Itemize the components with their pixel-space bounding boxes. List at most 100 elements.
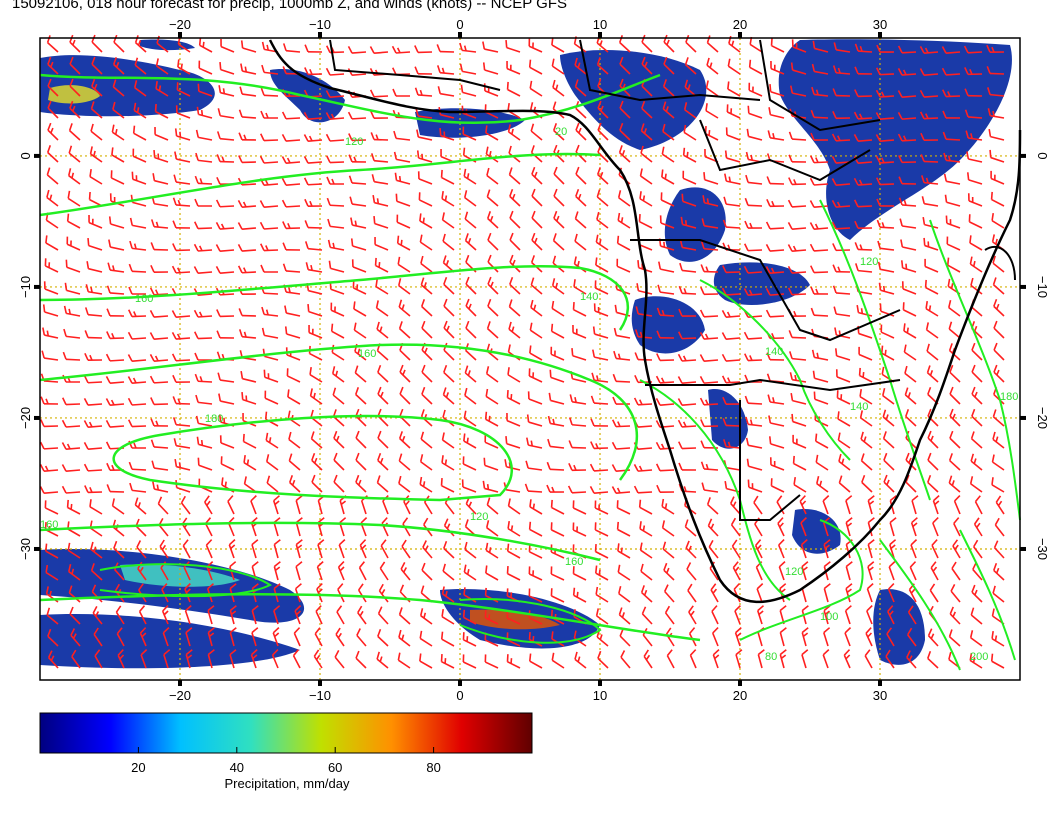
wind-barb	[91, 78, 103, 97]
wind-barb	[421, 386, 433, 405]
wind-barb	[971, 408, 983, 427]
wind-barb	[837, 432, 851, 449]
wind-barb	[845, 583, 853, 603]
wind-barb	[790, 62, 807, 75]
wind-barb	[904, 387, 917, 405]
wind-barb	[567, 485, 587, 494]
wind-barb	[551, 58, 565, 75]
precip-area-north-central	[560, 50, 707, 150]
wind-barb	[443, 298, 455, 317]
wind-barb	[43, 281, 59, 295]
wind-barb	[949, 606, 961, 625]
wind-barb	[284, 305, 301, 317]
wind-barb	[926, 343, 939, 361]
wind-barb	[811, 349, 829, 361]
wind-barb	[681, 193, 697, 207]
wind-barb	[883, 474, 895, 493]
wind-barb	[993, 342, 1005, 361]
wind-barb	[529, 499, 543, 515]
wind-barb	[789, 351, 807, 361]
wind-barb	[953, 495, 961, 515]
wind-barb	[611, 441, 631, 450]
wind-barb	[904, 365, 917, 383]
wind-barb	[860, 431, 873, 449]
wind-barb	[133, 80, 147, 97]
wind-barb	[149, 287, 169, 296]
border-line	[579, 39, 761, 102]
wind-barb	[613, 350, 631, 361]
precip-area-south-central-core	[470, 609, 560, 630]
wind-barb	[259, 243, 279, 252]
wind-barb	[860, 453, 873, 471]
wind-barb	[486, 167, 499, 185]
wind-barb	[971, 342, 983, 361]
wind-barb	[931, 539, 939, 559]
wind-barb	[964, 88, 983, 97]
wind-barb	[706, 57, 719, 75]
wind-barb	[173, 438, 191, 449]
wind-barb	[973, 517, 983, 537]
wind-barb	[461, 479, 477, 493]
wind-barb	[722, 418, 741, 427]
wind-barb	[442, 563, 455, 581]
wind-barb	[149, 332, 169, 341]
wind-barb	[205, 539, 213, 559]
wind-barb	[925, 322, 939, 339]
wind-barb	[64, 282, 81, 295]
wind-barb	[182, 539, 191, 559]
wind-barb	[261, 64, 279, 75]
wind-barb	[414, 87, 433, 97]
wind-barb	[371, 174, 389, 185]
wind-barb	[809, 200, 829, 208]
wind-barb	[990, 170, 1005, 185]
wind-barb	[184, 605, 192, 625]
wind-barb	[866, 583, 874, 603]
wind-barb	[887, 583, 895, 603]
wind-barb	[333, 452, 345, 471]
wind-barb	[459, 63, 477, 75]
wind-barb	[743, 288, 763, 296]
wind-barb	[442, 255, 455, 273]
wind-barb	[897, 45, 917, 54]
wind-barb	[61, 464, 81, 472]
wind-barb	[85, 284, 103, 295]
wind-barb	[394, 172, 411, 185]
wind-barb	[240, 63, 257, 75]
wind-barb	[436, 44, 455, 53]
wind-barb	[150, 264, 169, 274]
wind-barb	[46, 145, 59, 163]
wind-barb	[44, 543, 59, 559]
wind-barb	[909, 561, 917, 581]
wind-barb	[89, 499, 103, 515]
lon-tick-label-top: 10	[593, 17, 607, 32]
wind-barb	[250, 517, 258, 537]
wind-barb	[854, 43, 873, 53]
wind-barb	[838, 475, 851, 493]
wind-barb	[251, 605, 259, 625]
wind-barb	[900, 260, 917, 273]
wind-barb	[40, 419, 59, 428]
wind-barb	[639, 542, 653, 559]
wind-barb	[84, 330, 103, 339]
wind-barb	[259, 200, 279, 208]
wind-barb	[755, 561, 763, 581]
wind-barb	[218, 393, 235, 405]
wind-barb	[393, 130, 411, 141]
wind-barb	[398, 453, 411, 471]
wind-barb	[219, 435, 235, 449]
wind-barb	[251, 539, 259, 559]
wind-barb	[462, 126, 477, 141]
wind-barb	[948, 321, 961, 339]
wind-barb	[216, 330, 235, 339]
wind-barb	[768, 107, 785, 119]
wind-barb	[639, 521, 653, 537]
wind-barb	[441, 212, 455, 229]
wind-barb	[485, 565, 499, 581]
wind-barb	[612, 396, 631, 405]
wind-barb	[986, 44, 1005, 53]
wind-barb	[722, 265, 741, 274]
wind-barb	[193, 309, 213, 318]
wind-barb	[572, 522, 587, 537]
wind-barb	[969, 476, 983, 493]
wind-barb	[527, 391, 543, 405]
